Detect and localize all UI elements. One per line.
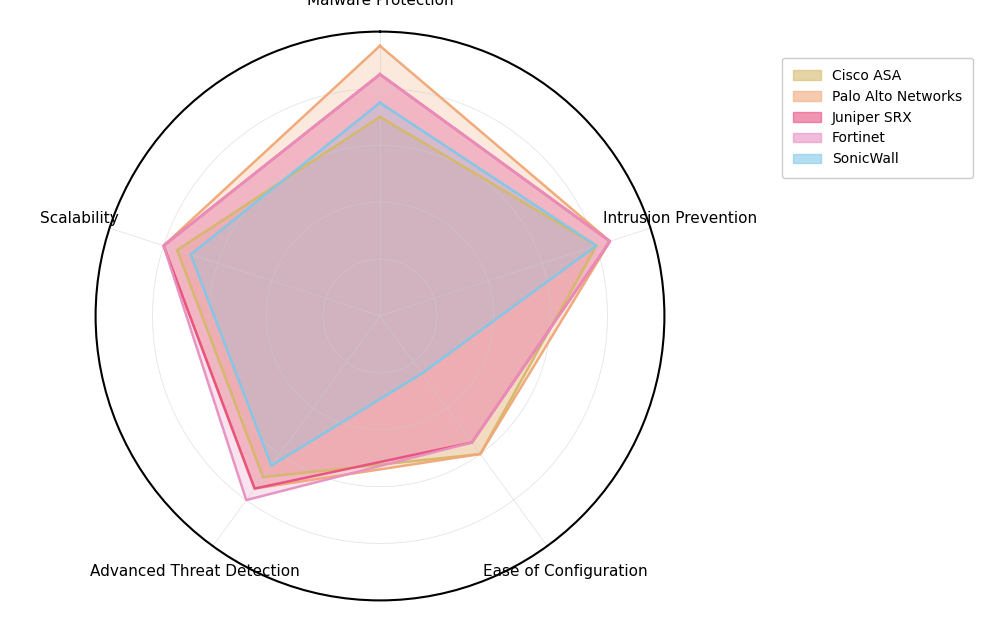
Polygon shape [164, 74, 610, 500]
Polygon shape [191, 102, 596, 466]
Polygon shape [177, 117, 596, 477]
Polygon shape [164, 46, 610, 489]
Polygon shape [164, 74, 610, 489]
Legend: Cisco ASA, Palo Alto Networks, Juniper SRX, Fortinet, SonicWall: Cisco ASA, Palo Alto Networks, Juniper S… [782, 58, 973, 178]
